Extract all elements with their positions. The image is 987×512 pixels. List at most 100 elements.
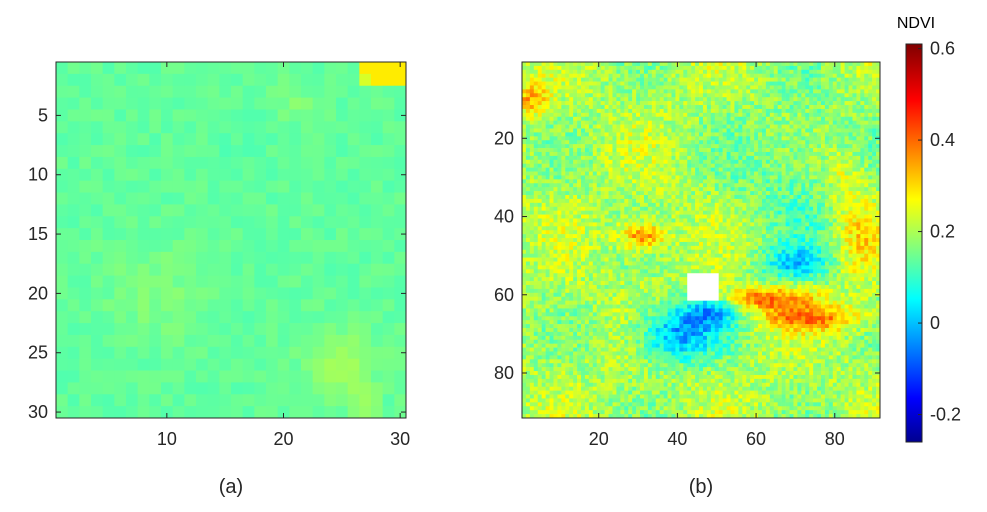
panel-b-cell [569, 112, 574, 118]
panel-b-cell [573, 163, 578, 168]
panel-b-cell [675, 179, 680, 184]
panel-a-cell [266, 406, 279, 419]
panel-b-cell [695, 175, 700, 180]
panel-b-cell [754, 120, 759, 125]
panel-b-cell [525, 65, 531, 71]
panel-b-cell [836, 175, 841, 180]
panel-b-cell [836, 167, 841, 172]
panel-b-cell [596, 132, 601, 137]
panel-b-cell [702, 214, 708, 219]
panel-b-cell [817, 187, 822, 192]
panel-b-cell [612, 187, 617, 192]
panel-b-cell [624, 175, 629, 180]
panel-b-cell [852, 65, 857, 71]
panel-b-cell [765, 171, 771, 176]
panel-b-cell [659, 163, 664, 168]
panel-b-cell [714, 218, 719, 223]
panel-a-cell [371, 263, 384, 276]
panel-b-cell [828, 155, 834, 161]
panel-b-cell [643, 65, 649, 71]
panel-b-cell [742, 214, 747, 219]
panel-b-cell [561, 62, 566, 67]
panel-b-cell [596, 155, 601, 161]
panel-b-cell [584, 179, 590, 184]
panel-b-cell [691, 140, 696, 145]
panel-b-cell [553, 144, 558, 149]
panel-b-cell [809, 97, 814, 102]
panel-b-cell [616, 230, 621, 235]
panel-b-cell [663, 187, 668, 192]
panel-b-cell [868, 206, 873, 211]
panel-a-cell [394, 216, 407, 229]
panel-b-cell [860, 198, 865, 204]
panel-b-cell [675, 97, 680, 102]
panel-b-cell [730, 183, 735, 188]
panel-b-cell [789, 171, 794, 176]
panel-b-cell [663, 101, 668, 106]
panel-b-cell [706, 108, 712, 114]
panel-b-cell [529, 112, 535, 118]
panel-b-cell [726, 226, 731, 231]
panel-b-cell [805, 171, 810, 176]
panel-b-cell [777, 163, 782, 168]
panel-a-cell [382, 216, 395, 229]
panel-b-cell [718, 155, 723, 161]
panel-b-cell [718, 101, 723, 106]
panel-b-cell [577, 151, 582, 157]
panel-b-cell [537, 73, 542, 78]
panel-b-cell [592, 195, 598, 200]
panel-b-cell [569, 136, 574, 141]
panel-a-cell [347, 382, 360, 395]
panel-b-cell [604, 198, 609, 204]
panel-a-cell [56, 192, 69, 205]
panel-b-cell [828, 222, 834, 227]
panel-b-cell [624, 132, 629, 137]
panel-a-cell [67, 192, 80, 205]
panel-b-cell [616, 167, 621, 172]
panel-b-cell [777, 132, 782, 137]
panel-b-cell [683, 175, 688, 180]
panel-b-cell [750, 159, 755, 165]
panel-b-cell [565, 226, 570, 231]
panel-b-cell [809, 108, 814, 114]
panel-b-cell [616, 73, 621, 78]
panel-b-cell [765, 214, 771, 219]
panel-b-cell [801, 132, 806, 137]
panel-a-cell [149, 240, 162, 253]
panel-b-cell [769, 89, 775, 94]
panel-a-cell [359, 251, 372, 265]
panel-b-cell [604, 69, 609, 75]
panel-a-cell [219, 204, 232, 217]
panel-b-cell [561, 89, 566, 94]
panel-b-cell [643, 132, 649, 137]
panel-a-cell [219, 358, 232, 371]
panel-b-cell [856, 183, 861, 188]
panel-a-cell [382, 406, 395, 419]
panel-b-cell [836, 195, 841, 200]
panel-b-cell [765, 85, 771, 90]
panel-b-cell [813, 171, 818, 176]
panel-b-cell [758, 187, 763, 192]
panel-b-cell [541, 77, 546, 82]
panel-b-cell [801, 159, 806, 165]
panel-b-cell [777, 112, 782, 118]
panel-b-cell [659, 155, 664, 161]
panel-a-cell [196, 287, 209, 300]
panel-b-cell [876, 128, 881, 133]
panel-b-cell [569, 85, 574, 90]
panel-b-cell [588, 230, 594, 235]
panel-a-cell [161, 62, 174, 75]
panel-b-cell [663, 140, 668, 145]
panel-a-cell [126, 240, 139, 253]
panel-b-cell [683, 89, 688, 94]
panel-b-cell [754, 144, 759, 149]
panel-b-cell [699, 89, 704, 94]
panel-b-cell [777, 183, 782, 188]
panel-a-cell [219, 121, 232, 134]
panel-b-cell [565, 65, 570, 71]
panel-b-cell [600, 167, 605, 172]
panel-b-cell [608, 230, 613, 235]
panel-b-cell [832, 218, 838, 223]
panel-b-cell [773, 93, 779, 98]
panel-b-cell [683, 132, 688, 137]
